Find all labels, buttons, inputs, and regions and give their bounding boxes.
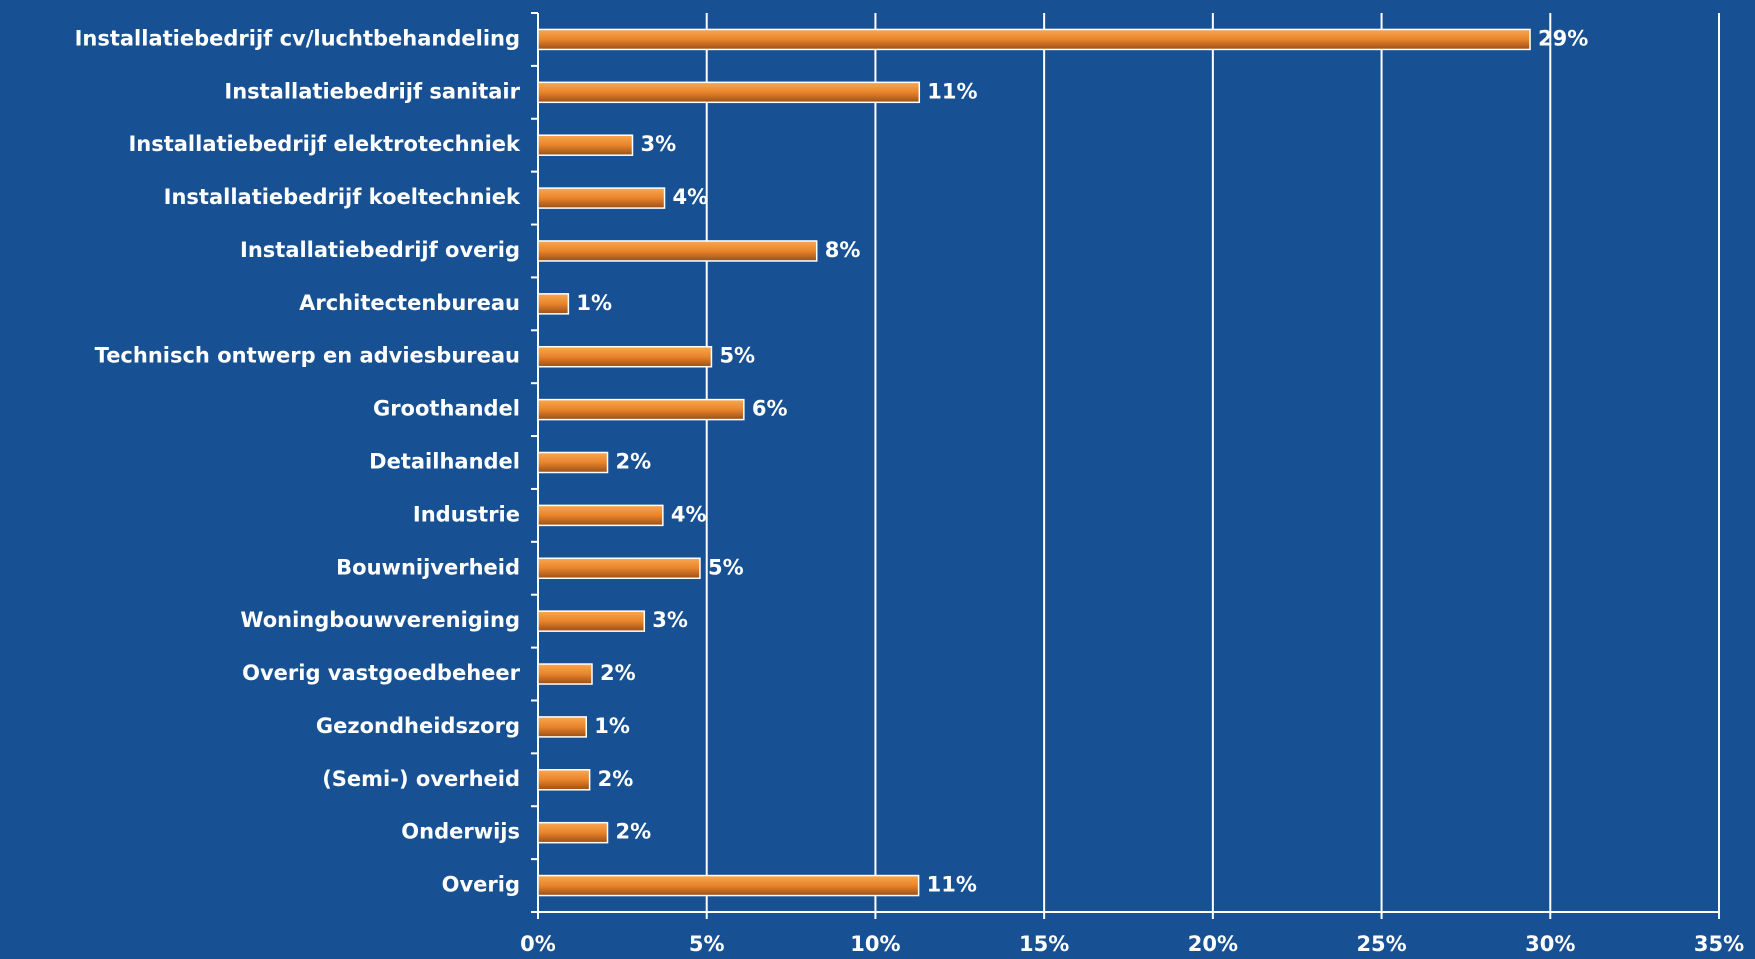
data-label: 1% [594, 714, 630, 738]
x-tick-label: 25% [1356, 932, 1406, 956]
y-tick-label: Installatiebedrijf sanitair [224, 79, 520, 103]
x-tick-label: 10% [850, 932, 900, 956]
data-label: 2% [616, 820, 652, 844]
bar [537, 81, 921, 104]
bar [537, 874, 920, 897]
data-label: 6% [752, 397, 788, 421]
x-tick-label: 30% [1525, 932, 1575, 956]
x-tick-label: 35% [1694, 932, 1744, 956]
y-tick-label: Woningbouwvereniging [240, 608, 520, 632]
y-tick-label: Gezondheidszorg [316, 714, 520, 738]
y-tick-label: Installatiebedrijf koeltechniek [164, 185, 521, 209]
data-label: 29% [1538, 26, 1588, 50]
y-tick-label: Technisch ontwerp en adviesbureau [95, 344, 520, 368]
bar [537, 504, 664, 527]
data-label: 3% [640, 132, 676, 156]
x-tick-label: 15% [1019, 932, 1069, 956]
bar [537, 821, 609, 844]
bar [537, 663, 593, 685]
y-tick-label: Architectenbureau [299, 291, 520, 315]
x-tick-label: 20% [1188, 932, 1238, 956]
y-tick-label: Groothandel [373, 397, 520, 421]
y-tick-label: Installatiebedrijf cv/luchtbehandeling [75, 26, 520, 50]
x-tick-label: 0% [520, 932, 556, 956]
x-tick-label: 5% [689, 932, 725, 956]
y-tick-label: (Semi-) overheid [322, 767, 520, 791]
y-tick-label: Detailhandel [369, 450, 520, 474]
bar [537, 557, 701, 580]
bar [537, 345, 713, 368]
bar [537, 610, 646, 632]
data-label: 1% [576, 291, 612, 315]
y-tick-label: Installatiebedrijf overig [240, 238, 520, 262]
data-label: 5% [708, 555, 744, 579]
bar [537, 716, 588, 738]
data-label: 4% [671, 502, 707, 526]
bar [537, 293, 570, 315]
data-label: 3% [652, 608, 688, 632]
data-label: 4% [673, 185, 709, 209]
bar [537, 28, 1531, 51]
data-label: 11% [927, 79, 977, 103]
data-label: 2% [600, 661, 636, 685]
data-label: 5% [719, 344, 755, 368]
bar [537, 240, 818, 262]
data-label: 2% [598, 767, 634, 791]
y-tick-label: Onderwijs [401, 820, 520, 844]
y-tick-label: Overig [442, 873, 520, 897]
bar [537, 769, 591, 791]
y-tick-label: Installatiebedrijf elektrotechniek [128, 132, 521, 156]
bar [537, 134, 634, 156]
data-label: 8% [825, 238, 861, 262]
y-tick-label: Overig vastgoedbeheer [242, 661, 521, 685]
data-label: 11% [927, 873, 977, 897]
bar [537, 398, 745, 421]
y-tick-label: Industrie [413, 502, 520, 526]
bar [537, 451, 609, 474]
bar [537, 187, 666, 209]
y-tick-label: Bouwnijverheid [336, 555, 520, 579]
data-label: 2% [616, 450, 652, 474]
